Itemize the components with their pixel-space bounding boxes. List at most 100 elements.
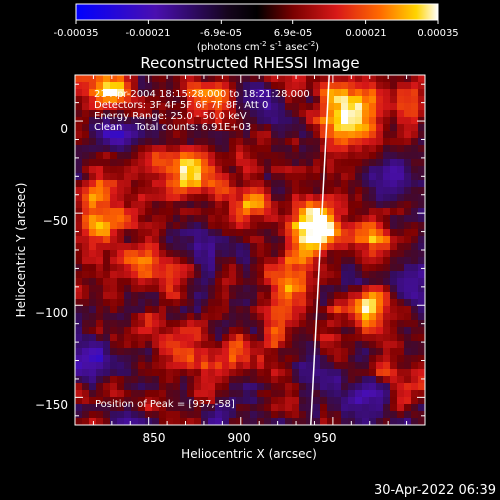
heatmap-cell xyxy=(138,124,146,132)
heatmap-cell xyxy=(320,383,328,391)
heatmap-cell xyxy=(411,124,419,132)
heatmap-cell xyxy=(138,411,146,419)
heatmap-cell xyxy=(201,194,209,202)
heatmap-cell xyxy=(369,159,377,167)
heatmap-cell xyxy=(411,271,419,279)
heatmap-cell xyxy=(110,327,118,335)
heatmap-cell xyxy=(250,159,258,167)
heatmap-cell xyxy=(96,418,104,425)
heatmap-cell xyxy=(103,117,111,125)
heatmap-cell xyxy=(110,355,118,363)
heatmap-cell xyxy=(327,215,335,223)
heatmap-cell xyxy=(313,82,321,90)
heatmap-cell xyxy=(103,257,111,265)
heatmap-cell xyxy=(89,271,97,279)
heatmap-cell xyxy=(138,152,146,160)
heatmap-cell xyxy=(166,285,174,293)
heatmap-cell xyxy=(348,390,356,398)
heatmap-cell xyxy=(334,208,342,216)
heatmap-cell xyxy=(131,103,139,111)
heatmap-cell xyxy=(341,89,349,97)
heatmap-cell xyxy=(320,75,328,83)
heatmap-cell xyxy=(250,103,258,111)
heatmap-cell xyxy=(313,138,321,146)
heatmap-cell xyxy=(103,383,111,391)
y-tick-label: −150 xyxy=(35,398,68,412)
heatmap-cell xyxy=(271,397,279,405)
heatmap-cell xyxy=(320,89,328,97)
heatmap-cell xyxy=(348,376,356,384)
heatmap-cell xyxy=(278,292,286,300)
heatmap-cell xyxy=(82,117,90,125)
heatmap-cell xyxy=(299,411,307,419)
heatmap-cell xyxy=(187,110,195,118)
heatmap-cell xyxy=(278,194,286,202)
heatmap-cell xyxy=(397,138,405,146)
heatmap-cell xyxy=(187,138,195,146)
heatmap-cell xyxy=(250,299,258,307)
heatmap-cell xyxy=(327,306,335,314)
heatmap-cell xyxy=(257,173,265,181)
heatmap-cell xyxy=(180,411,188,419)
heatmap-cell xyxy=(299,124,307,132)
heatmap-cell xyxy=(215,285,223,293)
heatmap-cell xyxy=(376,306,384,314)
heatmap-cell xyxy=(75,201,83,209)
heatmap-cell xyxy=(292,348,300,356)
heatmap-cell xyxy=(348,208,356,216)
heatmap-cell xyxy=(369,411,377,419)
heatmap-cell xyxy=(355,131,363,139)
heatmap-cell xyxy=(138,320,146,328)
heatmap-cell xyxy=(145,243,153,251)
heatmap-cell xyxy=(124,75,132,83)
heatmap-cell xyxy=(103,264,111,272)
heatmap-cell xyxy=(264,313,272,321)
heatmap-cell xyxy=(397,229,405,237)
heatmap-cell xyxy=(355,390,363,398)
heatmap-cell xyxy=(362,362,370,370)
heatmap-cell xyxy=(145,390,153,398)
heatmap-cell xyxy=(96,397,104,405)
heatmap-cell xyxy=(222,187,230,195)
heatmap-cell xyxy=(208,194,216,202)
heatmap-cell xyxy=(159,159,167,167)
heatmap-cell xyxy=(362,82,370,90)
heatmap-cell xyxy=(292,285,300,293)
heatmap-cell xyxy=(320,243,328,251)
heatmap-cell xyxy=(96,131,104,139)
heatmap-cell xyxy=(89,103,97,111)
heatmap-cell xyxy=(243,75,251,83)
heatmap-cell xyxy=(250,229,258,237)
heatmap-cell xyxy=(82,397,90,405)
heatmap-cell xyxy=(194,173,202,181)
heatmap-cell xyxy=(236,306,244,314)
heatmap-cell xyxy=(383,89,391,97)
heatmap-cell xyxy=(243,271,251,279)
heatmap-cell xyxy=(89,369,97,377)
heatmap-cell xyxy=(299,152,307,160)
heatmap-cell xyxy=(124,306,132,314)
heatmap-cell xyxy=(208,292,216,300)
heatmap-cell xyxy=(89,138,97,146)
heatmap-cell xyxy=(250,334,258,342)
heatmap-cell xyxy=(194,138,202,146)
heatmap-cell xyxy=(285,166,293,174)
heatmap-cell xyxy=(327,243,335,251)
heatmap-cell xyxy=(131,397,139,405)
heatmap-cell xyxy=(264,75,272,83)
heatmap-cell xyxy=(208,285,216,293)
heatmap-cell xyxy=(222,131,230,139)
heatmap-cell xyxy=(117,313,125,321)
heatmap-cell xyxy=(110,124,118,132)
heatmap-cell xyxy=(348,152,356,160)
heatmap-cell xyxy=(264,159,272,167)
heatmap-cell xyxy=(222,313,230,321)
heatmap-cell xyxy=(89,299,97,307)
heatmap-cell xyxy=(411,222,419,230)
heatmap-cell xyxy=(215,180,223,188)
heatmap-cell xyxy=(96,334,104,342)
heatmap-cell xyxy=(292,327,300,335)
heatmap-cell xyxy=(278,369,286,377)
heatmap-cell xyxy=(355,411,363,419)
heatmap-cell xyxy=(145,285,153,293)
